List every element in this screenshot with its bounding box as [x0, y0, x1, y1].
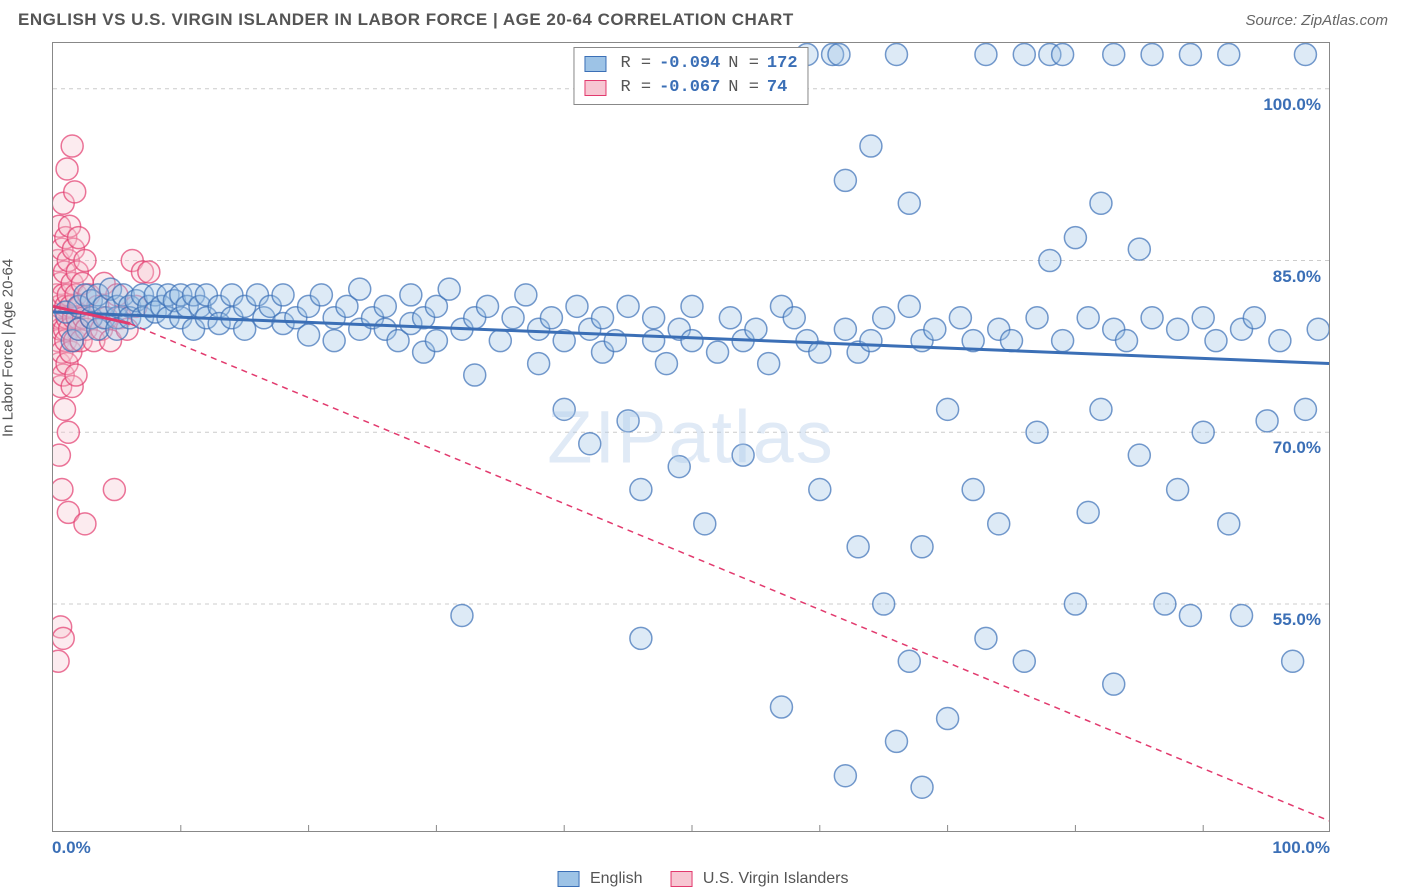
chart-source: Source: ZipAtlas.com — [1245, 12, 1388, 29]
stats-row-usvi: R = -0.067 N = 74 — [584, 76, 797, 100]
n-value-usvi: 74 — [767, 76, 787, 100]
legend-item-english: English — [558, 870, 643, 888]
r-value-english: -0.094 — [659, 52, 720, 76]
xtick-label: 0.0% — [52, 838, 91, 858]
stats-row-english: R = -0.094 N = 172 — [584, 52, 797, 76]
chart-title: ENGLISH VS U.S. VIRGIN ISLANDER IN LABOR… — [18, 10, 794, 30]
plot-area: ZIPatlas R = -0.094 N = 172 R = -0.067 N… — [52, 42, 1330, 832]
chart-header: ENGLISH VS U.S. VIRGIN ISLANDER IN LABOR… — [0, 0, 1406, 36]
y-axis-label: In Labor Force | Age 20-64 — [0, 259, 17, 437]
ytick-label: 55.0% — [1273, 610, 1321, 630]
legend-label-english: English — [590, 870, 642, 887]
swatch-usvi — [670, 871, 692, 887]
stats-legend: R = -0.094 N = 172 R = -0.067 N = 74 — [573, 47, 808, 105]
r-label: R = — [620, 76, 651, 100]
swatch-english — [558, 871, 580, 887]
legend-label-usvi: U.S. Virgin Islanders — [703, 870, 849, 887]
chart-container: In Labor Force | Age 20-64 ZIPatlas R = … — [0, 42, 1406, 892]
bottom-legend: English U.S. Virgin Islanders — [558, 870, 849, 888]
swatch-english — [584, 56, 606, 72]
plot-svg — [53, 43, 1329, 831]
ytick-label: 100.0% — [1263, 95, 1321, 115]
swatch-usvi — [584, 80, 606, 96]
n-value-english: 172 — [767, 52, 798, 76]
n-label: N = — [728, 52, 759, 76]
xtick-label: 100.0% — [1272, 838, 1330, 858]
ytick-label: 85.0% — [1273, 267, 1321, 287]
legend-item-usvi: U.S. Virgin Islanders — [670, 870, 848, 888]
ytick-label: 70.0% — [1273, 438, 1321, 458]
r-label: R = — [620, 52, 651, 76]
r-value-usvi: -0.067 — [659, 76, 720, 100]
n-label: N = — [728, 76, 759, 100]
